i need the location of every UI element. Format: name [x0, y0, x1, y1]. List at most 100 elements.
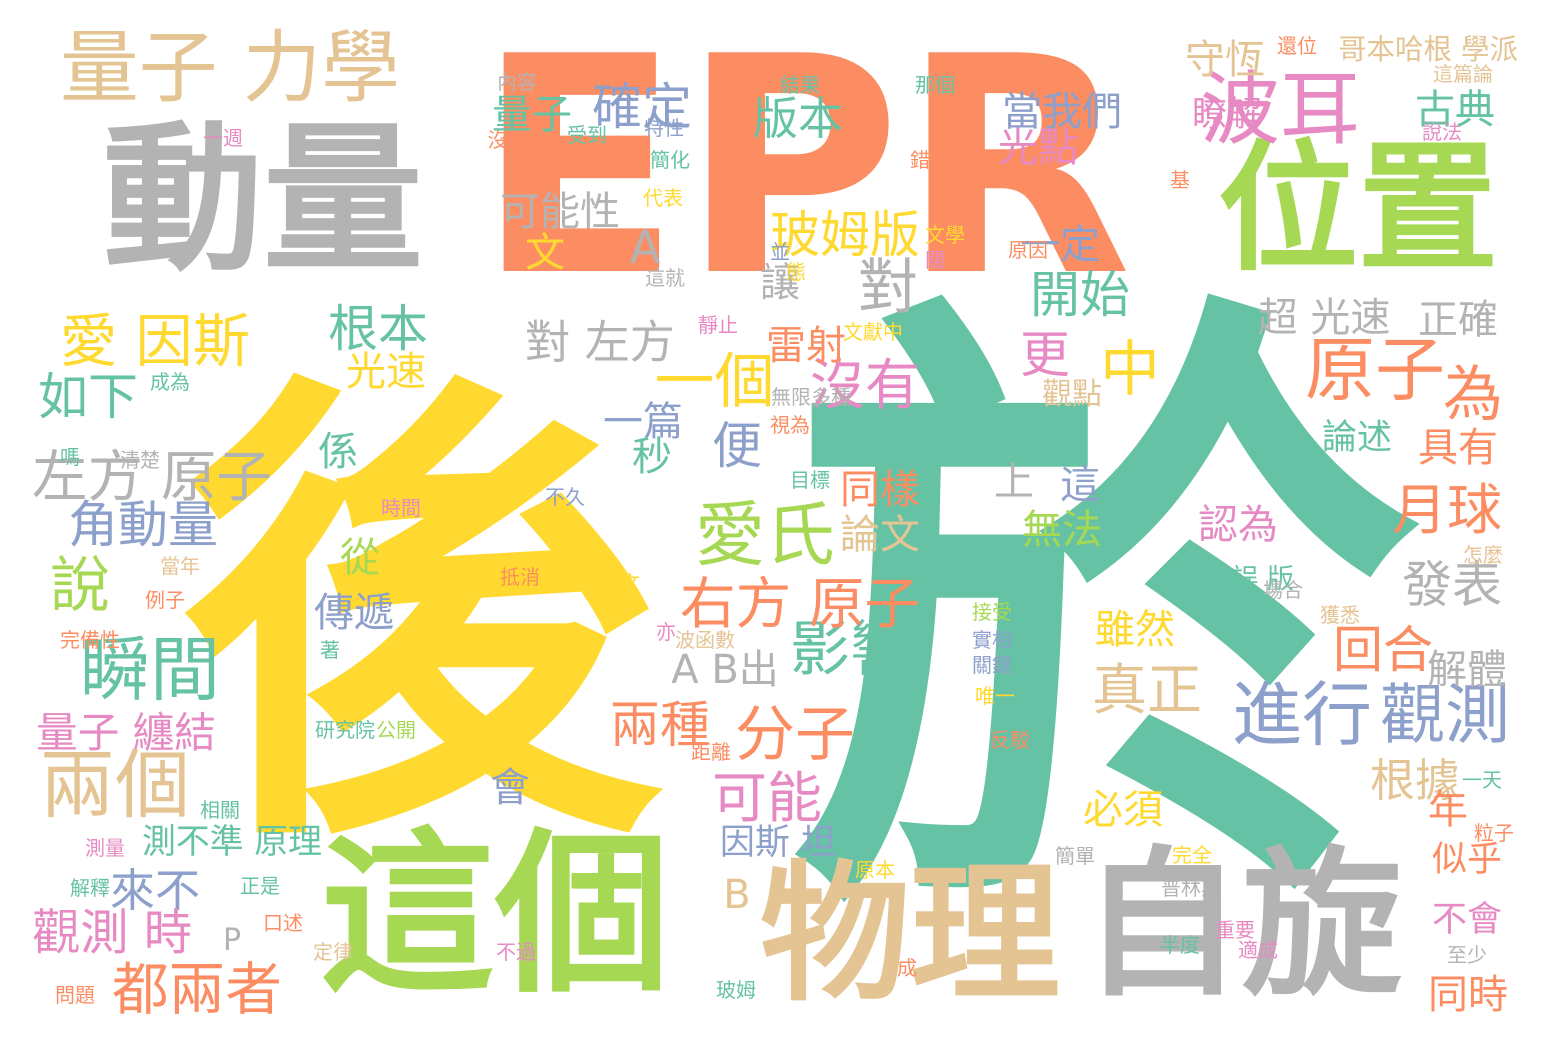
cloud-word: 論述	[1322, 418, 1392, 458]
cloud-word-text: 關鍵	[972, 653, 1012, 677]
cloud-word: 影響	[790, 615, 910, 685]
cloud-word-text: 角動量	[68, 496, 218, 554]
cloud-word-text: 一週	[203, 126, 243, 150]
cloud-word-text: 亦	[656, 620, 676, 644]
cloud-word: 說	[50, 556, 110, 616]
cloud-word-text: 哥本哈根 學派	[1338, 32, 1518, 66]
cloud-word-text: 代表	[643, 186, 683, 210]
cloud-word-text: 一個	[654, 347, 775, 417]
cloud-word-text: 接受	[972, 600, 1012, 624]
cloud-word-text: 不過	[496, 940, 536, 964]
cloud-word: 根據	[1370, 755, 1460, 805]
cloud-word-text: 進行	[1232, 674, 1372, 756]
cloud-word-text: 研究院	[315, 718, 375, 742]
cloud-word: 玻姆	[716, 980, 756, 1000]
cloud-word: 這篇論文	[555, 573, 645, 593]
cloud-word-text: 獲悉	[1320, 603, 1360, 627]
cloud-word-text: 完備性	[60, 628, 120, 652]
cloud-word: 一定	[1020, 225, 1100, 265]
cloud-word: 月球	[1392, 480, 1502, 540]
cloud-word-text: 係	[318, 429, 358, 475]
cloud-word: 清楚	[110, 450, 170, 470]
cloud-word: 波函數	[670, 630, 740, 650]
cloud-word-text: 定律	[313, 940, 353, 964]
cloud-word-text: 半度	[1160, 933, 1200, 957]
cloud-word-text: 玻姆	[716, 978, 756, 1002]
cloud-word: 古典	[1405, 90, 1505, 130]
cloud-word-text: 便	[712, 417, 762, 475]
cloud-word-text: 具有	[1418, 425, 1498, 471]
cloud-word: 觀測	[1380, 680, 1510, 750]
cloud-word: 解體	[1427, 650, 1507, 690]
cloud-word-text: EPR	[476, 0, 1132, 342]
cloud-word-text: 文	[525, 229, 565, 276]
cloud-word-text: 場合	[1263, 578, 1303, 602]
cloud-word: 完備性	[55, 630, 125, 650]
cloud-word: 確定	[592, 82, 692, 132]
cloud-word-text: 嗎	[60, 445, 80, 469]
cloud-word: 同樣	[840, 470, 920, 510]
cloud-word: 例子	[145, 590, 185, 610]
cloud-word: 錯誤	[910, 150, 950, 170]
cloud-word-text: 靜止	[698, 313, 738, 337]
cloud-word: 靜止	[698, 315, 738, 335]
cloud-word: 從	[340, 538, 380, 578]
cloud-word-text: 雷射	[766, 323, 846, 369]
cloud-word-text: 量子 纏結	[36, 708, 216, 758]
cloud-word-text: 從	[340, 535, 380, 581]
cloud-word: 右方 原子	[680, 575, 920, 635]
cloud-word-text: 說法	[1422, 120, 1462, 144]
cloud-word: 哥本哈根 學派	[1338, 35, 1518, 65]
cloud-word: 原本	[855, 860, 895, 880]
cloud-word-text: 光點	[998, 125, 1078, 171]
cloud-word-text: A	[629, 221, 661, 274]
cloud-word: 距離	[686, 742, 736, 762]
cloud-word-text: 影響	[790, 615, 910, 685]
cloud-word: 口述	[263, 913, 303, 933]
cloud-word-text: 成為	[150, 370, 190, 394]
cloud-word: 光點	[998, 128, 1078, 168]
cloud-word: 適成	[1238, 940, 1278, 960]
cloud-word-text: 兩個	[40, 740, 190, 829]
cloud-word: 這	[1060, 465, 1100, 505]
cloud-word: 量子 力學	[60, 28, 400, 108]
cloud-word-text: 這就	[645, 266, 685, 290]
cloud-word-text: 秒	[632, 434, 672, 480]
cloud-word: 測不準 原理	[142, 822, 322, 862]
cloud-word-text: 這篇論文	[560, 571, 640, 595]
cloud-word: 秒	[632, 437, 672, 477]
cloud-word-text: 無法	[1022, 507, 1102, 553]
cloud-word-text: 因斯 坦	[719, 823, 837, 863]
cloud-word: 年	[1428, 790, 1468, 830]
cloud-word-text: 位置	[1217, 128, 1498, 291]
cloud-word-text: 抵消	[500, 565, 540, 589]
cloud-word-text: 原因	[1008, 238, 1048, 262]
cloud-word-text: 問題	[55, 983, 95, 1007]
cloud-word: 讓	[760, 263, 800, 303]
cloud-word-text: 唯一	[975, 684, 1015, 708]
cloud-word: 解釋	[70, 878, 110, 898]
cloud-word: 還位	[1272, 36, 1322, 56]
cloud-word: 一個	[652, 352, 777, 412]
cloud-word-text: B	[723, 872, 751, 918]
cloud-word-text: 視為	[770, 413, 810, 437]
cloud-word: 原因	[1008, 240, 1048, 260]
cloud-word-text: 瞬間	[80, 629, 220, 711]
cloud-word-text: 愛氏	[695, 494, 835, 576]
cloud-word: 文	[525, 230, 565, 275]
cloud-word-text: 論文	[840, 512, 920, 558]
cloud-word-text: 如下	[38, 368, 138, 426]
cloud-word-text: 論述	[1322, 417, 1392, 458]
cloud-word: 文學	[925, 225, 965, 245]
cloud-word: 觀測 時	[32, 908, 192, 958]
cloud-word: 粒子	[1474, 823, 1514, 843]
cloud-word-text: 似乎	[1432, 839, 1502, 880]
cloud-word-text: 波函數	[675, 628, 735, 652]
cloud-word: 似乎	[1432, 840, 1502, 880]
cloud-word-text: 量子 力學	[60, 21, 400, 114]
cloud-word-text: 適成	[1238, 938, 1278, 962]
cloud-word-text: 古典	[1415, 87, 1495, 133]
cloud-word-text: 兩種	[610, 696, 710, 754]
cloud-word-text: 怎麼	[1463, 543, 1503, 567]
cloud-word-text: 解體	[1427, 647, 1507, 693]
